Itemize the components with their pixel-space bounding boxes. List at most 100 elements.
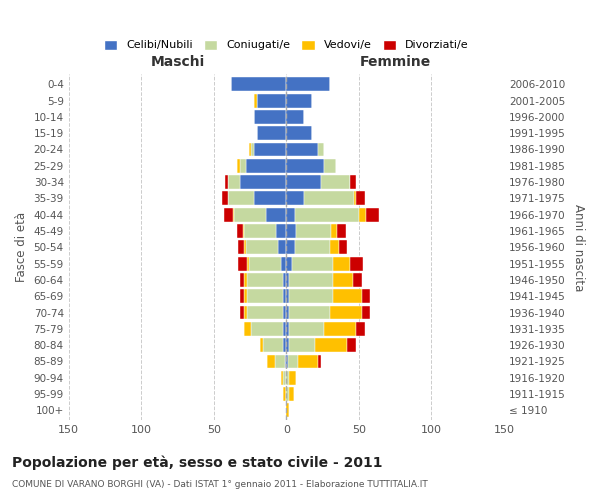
Bar bbox=[247, 290, 283, 303]
Bar bbox=[286, 175, 321, 189]
Bar bbox=[278, 240, 286, 254]
Bar bbox=[286, 404, 289, 417]
Bar bbox=[286, 273, 289, 287]
Bar bbox=[288, 354, 298, 368]
Text: Maschi: Maschi bbox=[151, 55, 205, 69]
Bar bbox=[244, 224, 276, 238]
Bar bbox=[238, 240, 244, 254]
Bar bbox=[286, 142, 318, 156]
Bar bbox=[353, 273, 362, 287]
Bar bbox=[237, 159, 240, 172]
Bar bbox=[283, 387, 286, 401]
Bar bbox=[347, 338, 356, 352]
Bar bbox=[226, 175, 228, 189]
Bar bbox=[285, 354, 286, 368]
Bar bbox=[298, 354, 318, 368]
Bar bbox=[251, 322, 283, 336]
Bar bbox=[333, 290, 362, 303]
Bar bbox=[286, 192, 304, 205]
Bar bbox=[289, 290, 333, 303]
Bar bbox=[240, 175, 286, 189]
Bar bbox=[247, 306, 283, 320]
Bar bbox=[266, 208, 286, 222]
Bar bbox=[286, 240, 295, 254]
Text: COMUNE DI VARANO BORGHI (VA) - Dati ISTAT 1° gennaio 2011 - Elaborazione TUTTITA: COMUNE DI VARANO BORGHI (VA) - Dati ISTA… bbox=[12, 480, 428, 489]
Bar bbox=[355, 192, 356, 205]
Bar bbox=[231, 78, 286, 91]
Bar bbox=[240, 273, 244, 287]
Bar bbox=[338, 240, 347, 254]
Bar bbox=[286, 338, 289, 352]
Bar bbox=[240, 159, 245, 172]
Bar bbox=[276, 224, 286, 238]
Bar bbox=[331, 224, 337, 238]
Bar bbox=[275, 354, 285, 368]
Bar bbox=[286, 387, 289, 401]
Bar bbox=[289, 273, 333, 287]
Bar bbox=[295, 208, 359, 222]
Bar bbox=[228, 175, 240, 189]
Bar bbox=[289, 371, 296, 384]
Bar bbox=[286, 126, 313, 140]
Bar bbox=[286, 208, 295, 222]
Bar bbox=[286, 290, 289, 303]
Bar bbox=[292, 256, 333, 270]
Bar bbox=[318, 354, 321, 368]
Bar bbox=[228, 192, 254, 205]
Bar bbox=[286, 94, 313, 108]
Bar bbox=[286, 256, 292, 270]
Bar bbox=[286, 306, 289, 320]
Bar bbox=[356, 192, 365, 205]
Bar bbox=[248, 142, 251, 156]
Bar bbox=[234, 208, 266, 222]
Bar bbox=[257, 126, 286, 140]
Bar bbox=[238, 256, 247, 270]
Bar bbox=[257, 94, 286, 108]
Bar bbox=[289, 338, 316, 352]
Bar bbox=[244, 273, 247, 287]
Bar bbox=[247, 273, 283, 287]
Bar bbox=[240, 290, 244, 303]
Bar bbox=[283, 273, 286, 287]
Bar bbox=[283, 306, 286, 320]
Bar bbox=[244, 290, 247, 303]
Bar bbox=[237, 224, 243, 238]
Bar bbox=[333, 273, 353, 287]
Bar bbox=[362, 306, 370, 320]
Bar bbox=[356, 322, 365, 336]
Text: Popolazione per età, sesso e stato civile - 2011: Popolazione per età, sesso e stato civil… bbox=[12, 455, 383, 469]
Bar bbox=[286, 322, 289, 336]
Bar bbox=[224, 208, 233, 222]
Y-axis label: Anni di nascita: Anni di nascita bbox=[572, 204, 585, 291]
Bar bbox=[337, 224, 346, 238]
Bar bbox=[330, 240, 338, 254]
Bar bbox=[286, 354, 288, 368]
Bar bbox=[254, 142, 286, 156]
Bar bbox=[254, 192, 286, 205]
Bar bbox=[245, 240, 278, 254]
Bar bbox=[324, 159, 335, 172]
Bar bbox=[243, 224, 244, 238]
Bar bbox=[304, 192, 355, 205]
Bar bbox=[251, 142, 254, 156]
Bar bbox=[245, 159, 286, 172]
Bar bbox=[268, 354, 275, 368]
Bar bbox=[330, 306, 362, 320]
Bar bbox=[350, 175, 356, 189]
Bar bbox=[286, 224, 296, 238]
Bar bbox=[283, 371, 286, 384]
Bar bbox=[295, 240, 330, 254]
Bar bbox=[321, 175, 350, 189]
Bar bbox=[248, 256, 281, 270]
Bar bbox=[324, 322, 356, 336]
Bar bbox=[289, 306, 330, 320]
Y-axis label: Fasce di età: Fasce di età bbox=[15, 212, 28, 282]
Bar bbox=[333, 256, 350, 270]
Bar bbox=[289, 387, 293, 401]
Bar bbox=[247, 256, 248, 270]
Bar bbox=[244, 322, 251, 336]
Bar bbox=[233, 208, 234, 222]
Bar bbox=[254, 94, 257, 108]
Bar bbox=[281, 256, 286, 270]
Bar bbox=[286, 371, 289, 384]
